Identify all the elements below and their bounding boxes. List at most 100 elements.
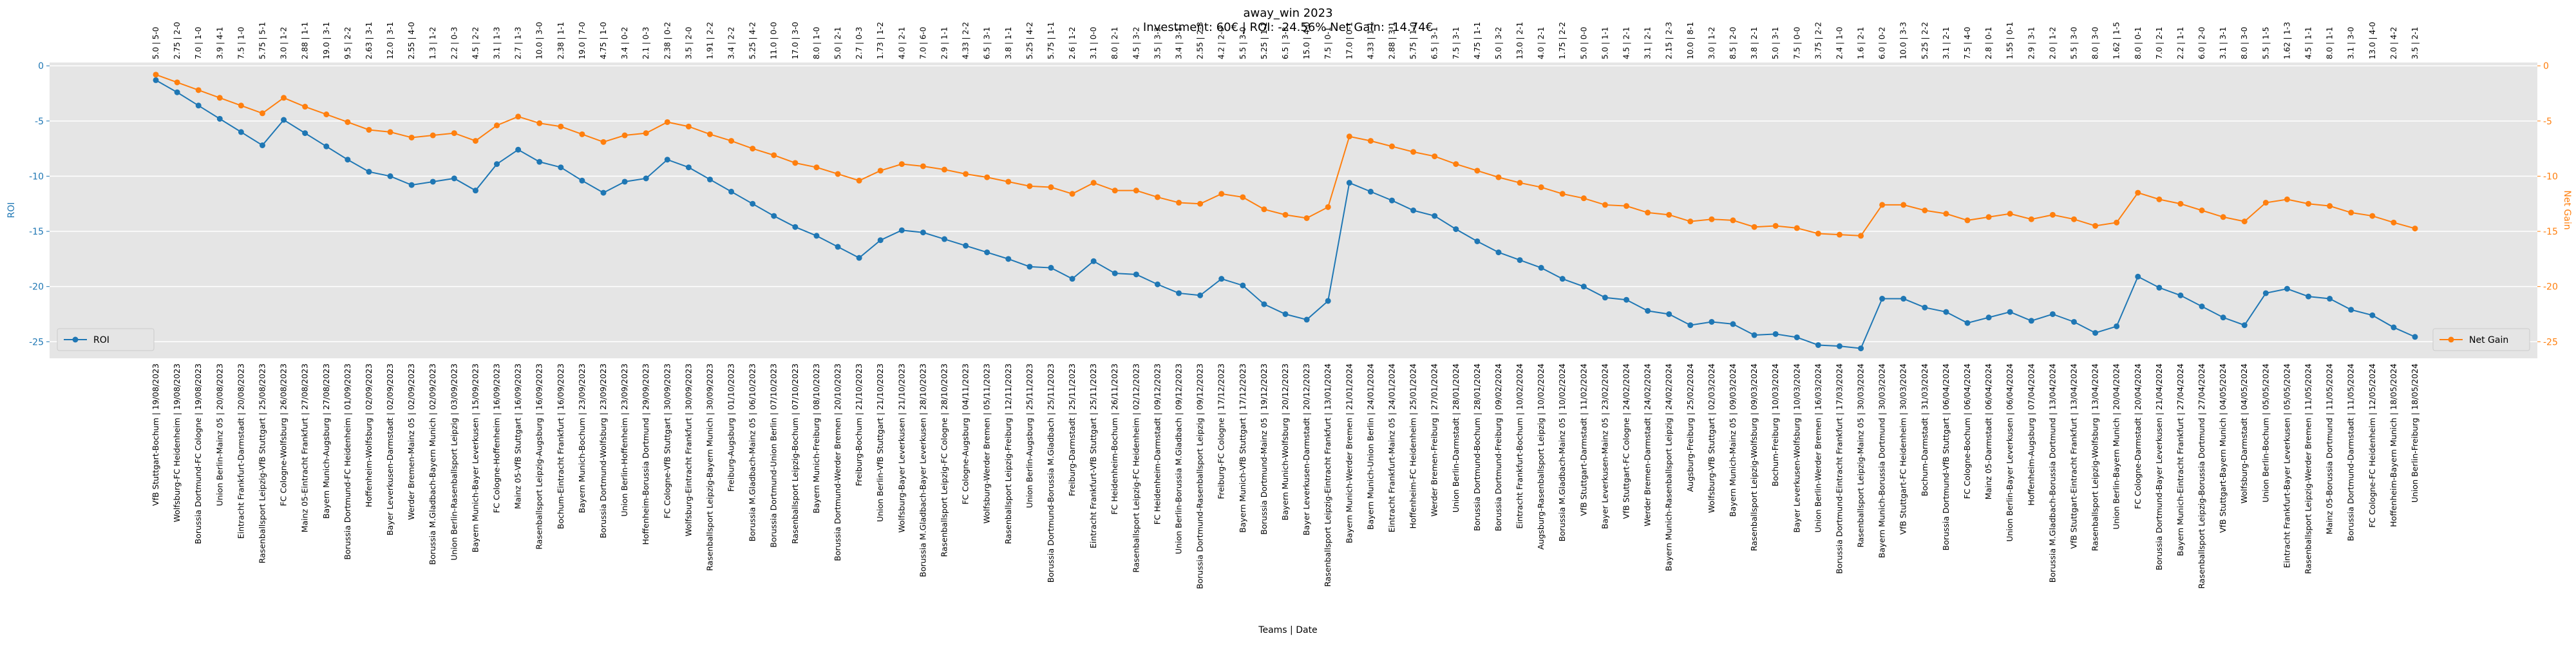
x-tick-label: Mainz 05-Borussia Dortmund | 11/05/2024	[2325, 363, 2334, 534]
point	[387, 129, 393, 135]
point	[302, 104, 308, 110]
top-label: 15.0 | 4-0	[1302, 22, 1311, 59]
point	[771, 152, 777, 159]
x-tick-label: VfB Stuttgart-Bayern Munich | 04/05/2024	[2218, 363, 2228, 533]
point	[1751, 224, 1757, 230]
point	[941, 236, 947, 242]
x-axis-label: Teams | Date	[1258, 625, 1317, 635]
top-label: 2.8 | 0-1	[1984, 27, 1993, 59]
point	[323, 143, 330, 150]
legend-label: Net Gain	[2469, 335, 2508, 345]
x-tick-label: Bayern Munich-Borussia Dortmund | 30/03/…	[1877, 363, 1887, 558]
top-label: 11.0 | 0-0	[770, 22, 779, 59]
point	[1815, 342, 1821, 348]
top-label: 5.0 | 1-1	[1600, 27, 1609, 59]
point	[1453, 161, 1459, 168]
point	[1325, 204, 1331, 210]
point	[1964, 217, 1971, 224]
top-label: 2.2 | 1-1	[2176, 27, 2185, 59]
x-tick-label: Eintracht Frankfurt-VfB Stuttgart | 25/1…	[1088, 363, 1098, 548]
x-tick-label: Union Berlin-VfB Stuttgart | 21/10/2023	[875, 363, 885, 522]
point	[1687, 322, 1694, 329]
point	[515, 146, 522, 153]
point	[2262, 290, 2269, 296]
x-tick-label: Union Berlin-Bochum | 05/05/2024	[2260, 363, 2270, 503]
legend-label: ROI	[93, 335, 109, 345]
point	[664, 157, 670, 163]
x-tick-label: VfB Stuttgart-Bochum | 19/08/2023	[151, 363, 160, 506]
point	[2070, 318, 2077, 325]
point	[153, 77, 159, 83]
top-label: 17.0 | 3-0	[791, 22, 800, 59]
x-tick-label: Union Berlin-Bayern Munich | 20/04/2024	[2112, 363, 2121, 530]
point	[1090, 180, 1097, 186]
x-tick-label: Bayern Munich-Eintracht Frankfurt | 27/0…	[2175, 363, 2185, 556]
x-tick-label: Union Berlin-Augsburg | 25/11/2023	[1025, 363, 1034, 508]
point	[1005, 256, 1012, 262]
x-tick-label: FC Cologne-FC Heidenheim | 12/05/2024	[2367, 363, 2377, 528]
top-label: 3.8 | 1-1	[1004, 27, 1013, 59]
top-label: 2.4 | 1-0	[1835, 27, 1844, 59]
y-tick-label: -25	[29, 337, 44, 347]
point	[494, 161, 500, 168]
point	[1410, 149, 1417, 155]
point	[1580, 195, 1587, 202]
top-label: 5.75 | 1-1	[1046, 22, 1056, 59]
point	[1303, 215, 1310, 221]
top-label: 8.0 | 3-0	[2091, 27, 2100, 59]
x-tick-label: Bayer Leverkusen-Wolfsburg | 10/03/2024	[1792, 363, 1801, 533]
point	[1367, 188, 1374, 195]
top-label: 1.73 | 1-2	[876, 22, 885, 59]
top-label: 3.1 | 1-3	[493, 27, 502, 59]
point	[728, 188, 735, 195]
point	[1453, 226, 1459, 233]
point	[1240, 282, 1246, 289]
point	[706, 177, 713, 183]
x-tick-label: Rasenballsport Leipzig-Werder Bremen | 1…	[2304, 363, 2313, 574]
x-tick-label: Freiburg-Bochum | 21/10/2023	[854, 363, 864, 486]
point	[2199, 304, 2205, 310]
x-tick-label: Bayern Munich-Bochum | 23/09/2023	[577, 363, 587, 513]
top-label: 3.4 | 3-1	[1175, 27, 1184, 59]
point	[451, 175, 457, 182]
top-label: 5.25 | 4-2	[1025, 22, 1034, 59]
point	[1154, 281, 1160, 287]
point	[771, 213, 777, 219]
x-tick-label: Bochum-Freiburg | 10/03/2024	[1770, 363, 1780, 487]
x-tick-label: Borussia Dortmund-Union Berlin | 07/10/2…	[769, 363, 779, 548]
top-label: 10.0 | 8-1	[1686, 22, 1695, 59]
point	[2306, 200, 2312, 207]
top-label: 4.5 | 1-1	[2304, 27, 2313, 59]
point	[621, 132, 628, 139]
top-label: 1.62 | 1-5	[2112, 22, 2121, 59]
top-label: 8.0 | 1-1	[2325, 27, 2334, 59]
top-label: 5.25 | 1-1	[1260, 22, 1269, 59]
x-tick-label: Rasenballsport Leipzig-Bayern Munich | 3…	[705, 363, 714, 571]
top-label: 4.2 | 2-0	[1217, 27, 1226, 59]
x-tick-label: Wolfsburg-Eintracht Frankfurt | 30/09/20…	[683, 363, 693, 536]
point	[2327, 296, 2333, 302]
point	[1325, 298, 1331, 304]
point	[1538, 184, 1544, 191]
x-tick-label: Union Berlin-Borussia M.Gladbach | 09/12…	[1174, 363, 1184, 554]
point	[1624, 203, 1630, 209]
point	[2156, 196, 2163, 202]
point	[1069, 191, 1075, 197]
top-label: 6.5 | 3-1	[983, 27, 992, 59]
x-tick-label: Borussia Dortmund-Wolfsburg | 23/09/2023	[598, 363, 608, 538]
top-label: 5.75 | 5-1	[258, 22, 267, 59]
x-tick-label: Rasenballsport Leipzig-Bochum | 07/10/20…	[790, 363, 800, 544]
x-tick-label: Bayern Munich-Mainz 05 | 09/03/2024	[1728, 363, 1738, 517]
x-tick-label: Bochum-Eintracht Frankfurt | 16/09/2023	[556, 363, 565, 529]
point	[1154, 194, 1160, 200]
point	[1474, 238, 1481, 244]
point	[238, 129, 244, 135]
point	[792, 224, 799, 230]
point	[1027, 264, 1033, 270]
x-tick-label: Borussia Dortmund-Bayer Leverkusen | 21/…	[2154, 363, 2164, 570]
top-label: 4.33 | 2-2	[961, 22, 971, 59]
x-tick-label: Werder Bremen-Darmstadt | 24/02/2024	[1643, 363, 1653, 526]
point	[2199, 208, 2205, 213]
x-tick-label: Union Berlin-Hoffenheim | 23/09/2023	[620, 363, 629, 517]
point	[1112, 270, 1118, 276]
